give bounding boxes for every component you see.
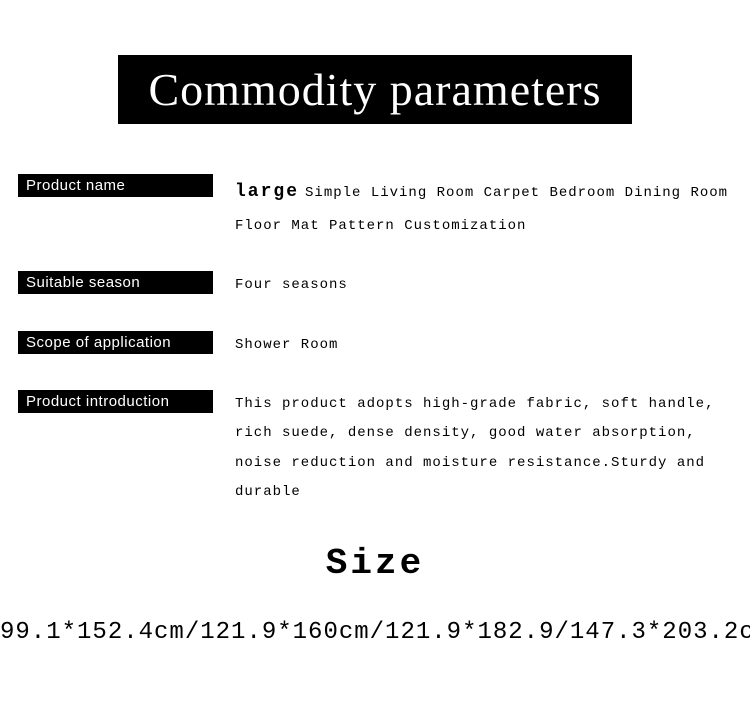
page-title-banner: Commodity parameters <box>118 55 631 124</box>
emphasis-large: large <box>235 182 299 202</box>
value-suitable-season: Four seasons <box>213 271 750 300</box>
label-scope-of-application: Scope of application <box>18 331 213 354</box>
value-scope-of-application: Shower Room <box>213 331 750 360</box>
row-scope-of-application: Scope of application Shower Room <box>0 331 750 360</box>
product-name-text: Simple Living Room Carpet Bedroom Dining… <box>235 185 728 234</box>
row-product-name: Product name largeSimple Living Room Car… <box>0 174 750 241</box>
label-product-introduction: Product introduction <box>18 390 213 413</box>
row-suitable-season: Suitable season Four seasons <box>0 271 750 300</box>
label-product-name: Product name <box>18 174 213 197</box>
row-product-introduction: Product introduction This product adopts… <box>0 390 750 508</box>
size-values: 99.1*152.4cm/121.9*160cm/121.9*182.9/147… <box>0 619 750 646</box>
value-product-name: largeSimple Living Room Carpet Bedroom D… <box>213 174 750 241</box>
size-heading: Size <box>0 543 750 584</box>
label-suitable-season: Suitable season <box>18 271 213 294</box>
value-product-introduction: This product adopts high-grade fabric, s… <box>213 390 750 508</box>
